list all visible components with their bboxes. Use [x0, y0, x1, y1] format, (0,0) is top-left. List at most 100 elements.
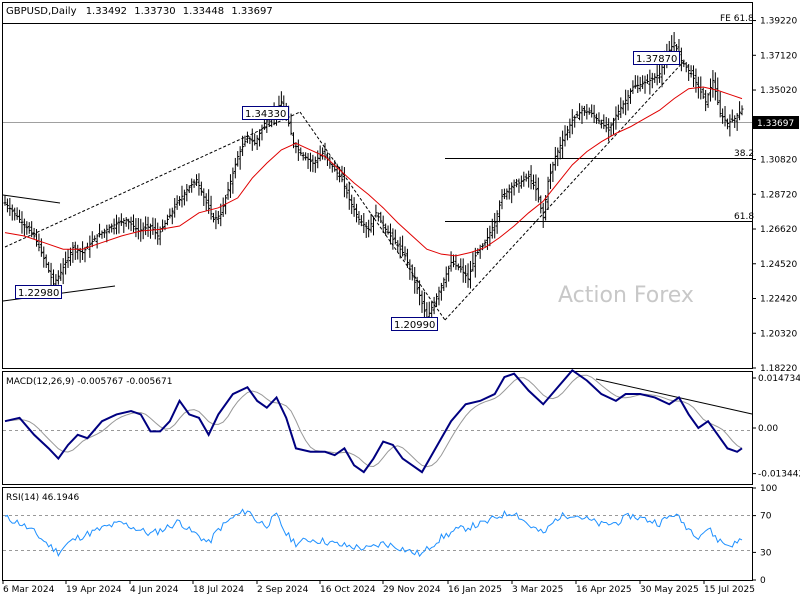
price-bar [44, 254, 48, 268]
price-bar [427, 301, 431, 320]
price-bar [386, 225, 390, 235]
price-bar [602, 114, 606, 130]
rsi-y-tick-label: 30 [760, 548, 772, 558]
price-bar [716, 77, 720, 106]
price-y-tick-label: 1.37120 [760, 51, 797, 61]
price-bar [704, 89, 708, 112]
price-bar [219, 203, 223, 227]
price-bar [90, 231, 94, 248]
price-bar [609, 122, 613, 137]
price-bar [578, 103, 582, 121]
price-bar [153, 218, 157, 240]
price-bar [236, 151, 240, 167]
price-bar [459, 258, 463, 273]
price-bar [110, 223, 114, 233]
price-bar [548, 163, 552, 189]
price-bar [493, 212, 497, 239]
price-bar [178, 196, 182, 206]
macd-y-tick-label: 0.00 [758, 424, 778, 434]
price-bar [73, 241, 77, 260]
price-bar [435, 293, 439, 307]
price-bar [405, 248, 409, 268]
price-bar [95, 234, 99, 249]
price-bar [408, 259, 412, 280]
price-y-tick-label: 1.30820 [760, 156, 797, 166]
price-bar [47, 261, 51, 273]
price-bar [439, 282, 443, 301]
price-bar [129, 216, 133, 232]
current-price-tag: 1.33697 [753, 116, 799, 129]
price-bar [481, 243, 485, 251]
x-tick-label: 16 Oct 2024 [320, 585, 376, 595]
price-y-tick-label: 1.39220 [760, 17, 797, 27]
price-bar [507, 184, 511, 200]
price-bar [476, 248, 480, 255]
price-bar [260, 124, 264, 141]
x-tick-label: 2 Sep 2024 [257, 585, 309, 595]
price-bar [563, 125, 567, 147]
price-bar [687, 64, 691, 81]
price-bar [413, 267, 417, 294]
price-bar [170, 207, 174, 225]
rsi-y-axis: 100 70 30 0 [752, 484, 777, 586]
price-y-tick-label: 1.35020 [760, 86, 797, 96]
x-tick-label: 16 Jan 2025 [448, 585, 502, 595]
price-bar [231, 167, 235, 194]
price-bar [216, 210, 220, 225]
price-bar [299, 147, 303, 156]
x-tick-label: 4 Jun 2024 [130, 585, 179, 595]
price-bar [374, 204, 378, 218]
price-bar [42, 246, 46, 268]
price-bar [384, 223, 388, 236]
price-y-tick-label: 1.26620 [760, 225, 797, 235]
price-bar [18, 209, 22, 223]
price-bar [301, 152, 305, 161]
price-bar [522, 171, 526, 187]
price-bar [626, 90, 630, 111]
x-tick-label: 18 Jul 2024 [193, 585, 244, 595]
price-bar [59, 263, 63, 281]
price-bar [81, 241, 85, 260]
price-bar [587, 107, 591, 115]
price-bar [182, 189, 186, 206]
price-bar [376, 212, 380, 222]
price-bar [144, 216, 148, 236]
price-y-tick-label: 1.28720 [760, 190, 797, 200]
price-bar [136, 218, 140, 240]
price-y-tick-label: 1.20320 [760, 329, 797, 339]
x-tick-label: 6 Mar 2024 [3, 585, 55, 595]
price-bar [604, 116, 608, 133]
price-bars [3, 32, 744, 321]
price-bar [546, 176, 550, 210]
price-bar [161, 219, 165, 232]
price-bar [168, 208, 172, 219]
price-bar [573, 115, 577, 128]
price-bar [209, 195, 213, 220]
price-bar [708, 78, 712, 102]
price-bar [670, 35, 674, 53]
price-bar [165, 214, 169, 226]
price-bar [127, 218, 131, 230]
price-bar [398, 236, 402, 259]
price-bar [468, 260, 472, 289]
price-bar [238, 146, 242, 170]
x-tick-label: 3 Mar 2025 [512, 585, 563, 595]
price-panel-header: GBPUSD,Daily 1.33492 1.33730 1.33448 1.3… [6, 6, 273, 17]
price-bar [536, 177, 540, 203]
price-bar [582, 105, 586, 116]
price-bar [124, 217, 128, 227]
price-bar [233, 157, 237, 179]
price-bar [76, 244, 80, 260]
price-bar [20, 211, 24, 234]
price-bar [483, 239, 487, 247]
price-bar [393, 229, 397, 245]
price-bar [711, 70, 715, 98]
price-bar [367, 219, 371, 238]
price-bar [68, 247, 72, 266]
price-bar [539, 195, 543, 214]
price-bar [10, 204, 14, 221]
price-bar [211, 212, 215, 223]
price-bar [512, 179, 516, 196]
